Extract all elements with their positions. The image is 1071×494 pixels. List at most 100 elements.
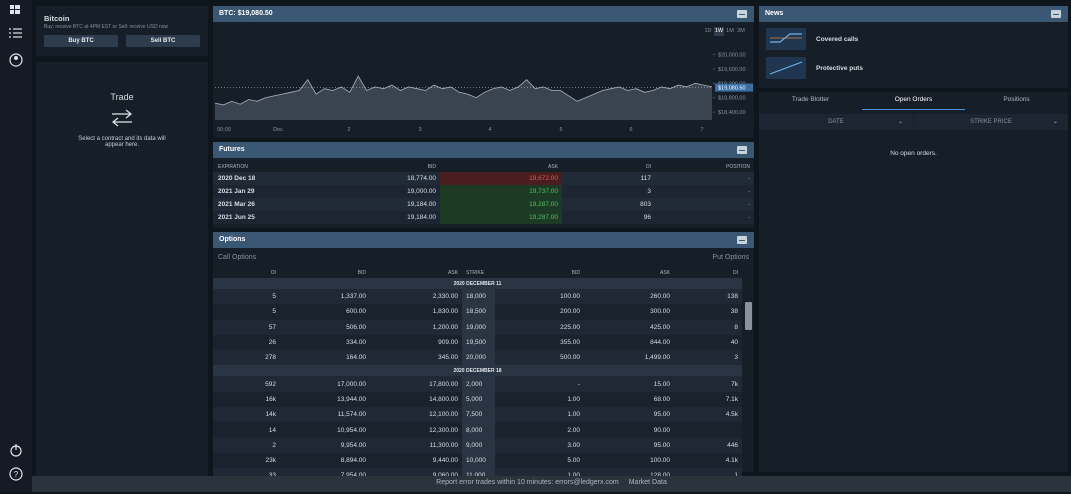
column-header[interactable]: DATE ⌄ [759, 114, 913, 130]
option-row[interactable]: 16k 13,944.00 14,800.00 5,000 1.00 68.00 7.1k [213, 391, 742, 408]
option-cell: 12,300.00 [429, 426, 458, 434]
price-chart: $20,000.00$19,600.00$19,200.00$18,800.00… [214, 52, 753, 133]
option-cell: 18,000 [462, 289, 495, 305]
option-cell: 260.00 [650, 293, 670, 301]
futures-panel: Futures EXPIRATION BID ASK OI POSITION 2020 De… [213, 142, 754, 228]
futures-cell: 19,184.00 [407, 201, 436, 208]
option-cell: 300.00 [650, 308, 670, 316]
option-cell: 16k [265, 395, 276, 403]
column-header: ASK [659, 270, 670, 276]
option-cell: 138 [727, 293, 738, 301]
option-cell: 90.00 [653, 426, 670, 434]
range-button[interactable]: 1D [704, 28, 712, 34]
futures-table: EXPIRATION BID ASK OI POSITION 2020 Dec 18 18,… [213, 162, 754, 224]
option-cell: 19,000 [462, 319, 495, 335]
minimize-button[interactable] [737, 10, 747, 18]
put-label: Put Options [712, 254, 749, 261]
option-cell: 23k [265, 457, 276, 465]
chart-panel: BTC: $19,080.50 1D 1W 1M 3M $20,000.00 $19,600… [213, 6, 754, 138]
option-cell: 506.00 [346, 323, 366, 331]
futures-cell: 2021 Mar 26 [218, 201, 255, 208]
option-cell: 1,200.00 [432, 323, 458, 331]
futures-cell: - [747, 214, 750, 221]
option-cell: 600.00 [346, 308, 366, 316]
tab[interactable]: Trade Blotter [791, 96, 830, 103]
futures-cell: 3 [647, 188, 651, 195]
option-cell: 8,000 [462, 422, 495, 438]
column-header: ASK [547, 164, 558, 170]
range-button[interactable]: 1W [714, 27, 724, 36]
futures-row[interactable]: 2020 Dec 18 18,774.00 19,672.00 117 - [213, 172, 754, 185]
buy-button[interactable]: Buy BTC [44, 35, 118, 47]
option-cell: 11,574.00 [337, 411, 366, 419]
option-row[interactable]: 23k 8,894.00 9,440.00 10,000 5.00 100.00 4.1k [213, 452, 742, 469]
footer-link[interactable]: Market Data [628, 479, 667, 486]
option-row[interactable]: 2 9,954.00 11,300.00 9,000 3.00 95.00 446 [213, 437, 742, 453]
option-cell: 3 [734, 354, 738, 362]
panel-header: Futures [213, 142, 754, 158]
x-label: 7 [700, 127, 703, 133]
range-button[interactable]: 3M [737, 28, 745, 34]
news-panel: News Covered calls Protective puts [759, 6, 1068, 88]
swap-icon [112, 109, 132, 127]
futures-cell: 19,000.00 [407, 188, 436, 195]
trade-title: Trade [110, 92, 134, 102]
options-panel: Options Call Options Put Options OI BID ASK ST… [213, 232, 754, 484]
futures-cell: 803 [640, 201, 651, 208]
option-cell: 5 [272, 308, 276, 316]
futures-cell: 19,737.00 [440, 185, 562, 198]
orders-panel: Trade Blotter Open Orders Positions DATE ⌄ ST… [759, 92, 1068, 472]
futures-row[interactable]: 2021 Jan 29 19,000.00 19,737.00 3 - [213, 185, 754, 198]
option-cell: 5.00 [567, 457, 580, 465]
minimize-button[interactable] [737, 236, 747, 244]
option-cell: 1 [674, 468, 742, 483]
option-row[interactable]: 26 334.00 909.00 19,500 355.00 844.00 40 [213, 334, 742, 351]
option-row[interactable]: 14k 11,574.00 12,100.00 7,500 1.00 95.00 4.5k [213, 407, 742, 423]
option-cell: 1.00 [495, 468, 584, 483]
option-cell: 7,500 [462, 407, 495, 423]
option-cell: 1.00 [567, 395, 580, 403]
option-cell: 278 [265, 354, 276, 362]
option-cell: 14k [265, 411, 276, 419]
tab[interactable]: Open Orders [862, 96, 965, 110]
option-cell: 33 [213, 468, 280, 483]
column-header[interactable]: STRIKE PRICE ⌄ [914, 114, 1068, 130]
sell-button[interactable]: Sell BTC [126, 35, 200, 47]
option-cell: 14 [268, 426, 276, 434]
option-cell: 8 [734, 323, 738, 331]
option-row[interactable]: 57 506.00 1,200.00 19,000 225.00 425.00 8 [213, 319, 742, 335]
current-price-label: $19,080.50 [718, 86, 746, 92]
option-cell: 5,000 [462, 391, 495, 408]
option-cell: 8,894.00 [340, 457, 366, 465]
news-item[interactable]: Protective puts [816, 65, 863, 72]
column-header: OI [645, 164, 651, 170]
minimize-button[interactable] [737, 146, 747, 154]
x-label: 6 [629, 127, 632, 133]
option-row[interactable]: 592 17,000.00 17,800.00 2,000 - 15.00 7k [213, 376, 742, 392]
option-cell: 225.00 [560, 323, 580, 331]
option-cell: 355.00 [560, 339, 580, 347]
option-row[interactable]: 14 10,954.00 12,300.00 8,000 2.00 90.00 [213, 422, 742, 438]
option-cell: 15.00 [653, 380, 670, 388]
option-row[interactable]: 278 164.00 345.00 20,000 500.00 1,499.00 3 [213, 350, 742, 366]
futures-cell: 2021 Jun 25 [218, 214, 255, 221]
trade-message: Select a contract and its data will appe… [78, 136, 166, 148]
y-tick-label: $18,800.00 [718, 96, 746, 102]
option-row[interactable]: 5 1,337.00 2,330.00 18,000 100.00 260.00 138 [213, 289, 742, 305]
futures-cell: 19,672.00 [440, 172, 562, 185]
column-header: STRIKE [466, 270, 485, 276]
x-label: 2 [347, 127, 350, 133]
option-cell: 9,440.00 [432, 457, 458, 465]
news-item[interactable]: Covered calls [816, 36, 859, 43]
option-row[interactable]: 5 600.00 1,830.00 18,500 200.00 300.00 38 [213, 304, 742, 320]
minimize-button[interactable] [1051, 10, 1061, 18]
futures-row[interactable]: 2021 Mar 26 19,184.00 19,287.00 803 - [213, 198, 754, 211]
range-button[interactable]: 1M [726, 28, 734, 34]
futures-row[interactable]: 2021 Jun 25 19,184.00 19,287.00 96 - [213, 211, 754, 224]
bitcoin-title: Bitcoin [44, 14, 70, 23]
option-cell: 500.00 [560, 354, 580, 362]
news-thumb [766, 28, 806, 50]
tab[interactable]: Positions [1003, 96, 1030, 103]
trade-panel: Trade Select a contract and its data will… [36, 62, 208, 476]
option-cell: 7,954.00 [280, 468, 370, 483]
